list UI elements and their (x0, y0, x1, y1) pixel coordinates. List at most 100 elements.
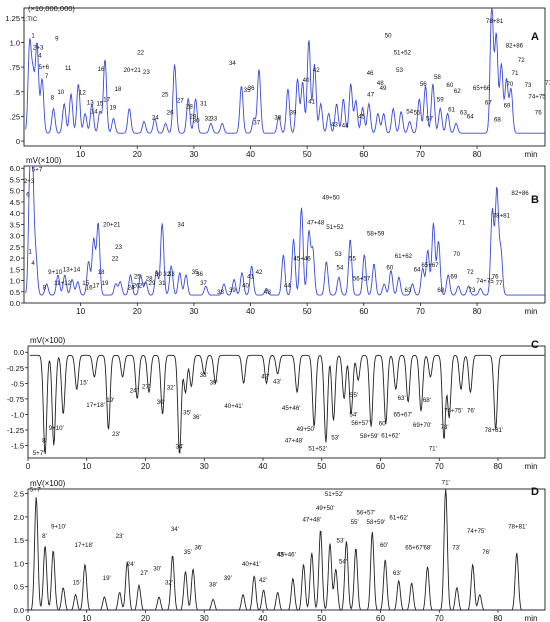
peak-label: 42' (259, 577, 267, 584)
y-tick-label: 3.0 (10, 232, 20, 241)
peak-label: 27' (140, 570, 148, 577)
panel-letter: D (531, 486, 539, 498)
peak-label: 70 (506, 81, 513, 88)
peak-label: 59 (437, 97, 444, 104)
y-tick-label: 2.5 (10, 243, 20, 252)
peak-label: 65+67' (405, 545, 424, 552)
peak-label: 20+21 (103, 222, 121, 229)
peak-label: 1 (29, 249, 33, 256)
peak-label: 12 (79, 90, 86, 97)
peak-label: 24 (128, 285, 135, 292)
x-tick-label: 20 (133, 307, 142, 316)
peak-label: 31 (159, 280, 166, 287)
peak-label: 60 (446, 82, 453, 89)
peak-label: 73' (440, 424, 448, 431)
x-tick-label: 10 (82, 462, 91, 471)
x-axis-label: min (525, 462, 538, 471)
peak-label: 16 (98, 66, 105, 73)
peak-label: 10 (57, 89, 64, 96)
x-tick-label: 40 (259, 462, 268, 471)
peak-label: 34' (171, 526, 179, 533)
peak-label: 37 (253, 119, 260, 126)
peak-label: 61+62' (389, 514, 408, 521)
peak-label: 47+48 (307, 219, 325, 226)
peak-label: 15 (96, 101, 103, 108)
peak-label: 16 (86, 285, 93, 292)
peak-label: 39' (210, 380, 218, 387)
peak-label: 43' (273, 378, 281, 385)
y-tick-label: 1.5 (14, 536, 24, 545)
peak-label: 39 (290, 109, 297, 116)
peak-label: 78+81 (493, 213, 511, 220)
x-tick-label: 50 (317, 614, 326, 622)
peak-label: 63' (398, 395, 406, 402)
peak-label: 27 (177, 98, 184, 105)
plot-frame (27, 345, 546, 459)
x-tick-label: 70 (416, 307, 425, 316)
peak-label: 74+75 (476, 278, 494, 285)
peak-label: 40+41' (242, 561, 261, 568)
peak-label: 58 (434, 74, 441, 81)
peak-label: 24' (127, 561, 135, 568)
y-tick-label: -1.0 (11, 410, 24, 419)
peak-label: 74+75' (444, 408, 463, 415)
peak-label: 76' (482, 549, 490, 556)
peak-label: 14 (91, 108, 98, 115)
peak-label: 32' (165, 579, 173, 586)
peak-label: 39' (224, 575, 232, 582)
peak-label: 42 (256, 269, 263, 276)
peak-label: 41 (247, 273, 254, 280)
peak-label: 38 (217, 289, 224, 296)
peak-label: 34 (177, 222, 184, 229)
trace-line (25, 165, 545, 296)
peak-label: 45 (358, 113, 365, 120)
panel-letter: C (531, 339, 539, 351)
peak-label: 38' (200, 372, 208, 379)
x-tick-label: 0 (26, 614, 31, 622)
peak-label: 55' (350, 392, 358, 399)
peak-label: 35 (192, 269, 199, 276)
peak-label: 25 (162, 92, 169, 99)
peak-label: 77 (496, 280, 503, 287)
peak-label: 50 (385, 33, 392, 40)
peak-label: 73' (452, 545, 460, 552)
y-tick-label: 6.0 (10, 164, 20, 173)
x-tick-label: 40 (246, 307, 255, 316)
peak-label: 36 (196, 271, 203, 278)
peak-label: 63 (460, 109, 467, 116)
y-axis-units: (×10,000,000) (28, 4, 75, 13)
y-tick-label: 2.0 (10, 254, 20, 263)
peak-label: 65+67' (394, 411, 413, 418)
peak-label: 2+3 (24, 178, 35, 185)
peak-label: 49+50' (297, 426, 316, 433)
peak-label: 30 (193, 117, 200, 124)
peak-label: 45+46' (282, 405, 301, 412)
peak-label: 71' (442, 479, 450, 486)
peak-label: 8' (42, 437, 47, 444)
y-tick-label: .5 (14, 88, 20, 97)
peak-label: 30' (157, 399, 165, 406)
peak-label: 76 (535, 109, 542, 116)
peak-label: 61+62 (395, 253, 413, 260)
peak-label: 35 (244, 87, 251, 94)
y-tick-label: 1.25 (5, 14, 20, 23)
peak-label: 53 (396, 67, 403, 74)
peak-label: 70 (453, 251, 460, 258)
x-tick-label: 10 (82, 614, 91, 622)
x-tick-label: 20 (141, 614, 150, 622)
x-tick-label: 80 (473, 150, 482, 159)
peak-label: 64 (414, 267, 421, 274)
y-tick-label: 1.0 (10, 39, 20, 48)
peak-label: 60' (379, 421, 387, 428)
peak-label: 9 (55, 36, 59, 43)
peak-label: 7 (45, 73, 49, 80)
peak-label: 38 (274, 114, 281, 121)
peak-label: 8 (43, 285, 47, 292)
peak-label: 32' (167, 385, 175, 392)
peak-label: 30' (153, 565, 161, 572)
peak-label: 33 (168, 271, 175, 278)
peak-label: 78+81' (508, 524, 527, 531)
x-tick-label: 70 (435, 462, 444, 471)
peak-label: 74+75 (528, 94, 546, 101)
peak-label: 29 (189, 113, 196, 120)
